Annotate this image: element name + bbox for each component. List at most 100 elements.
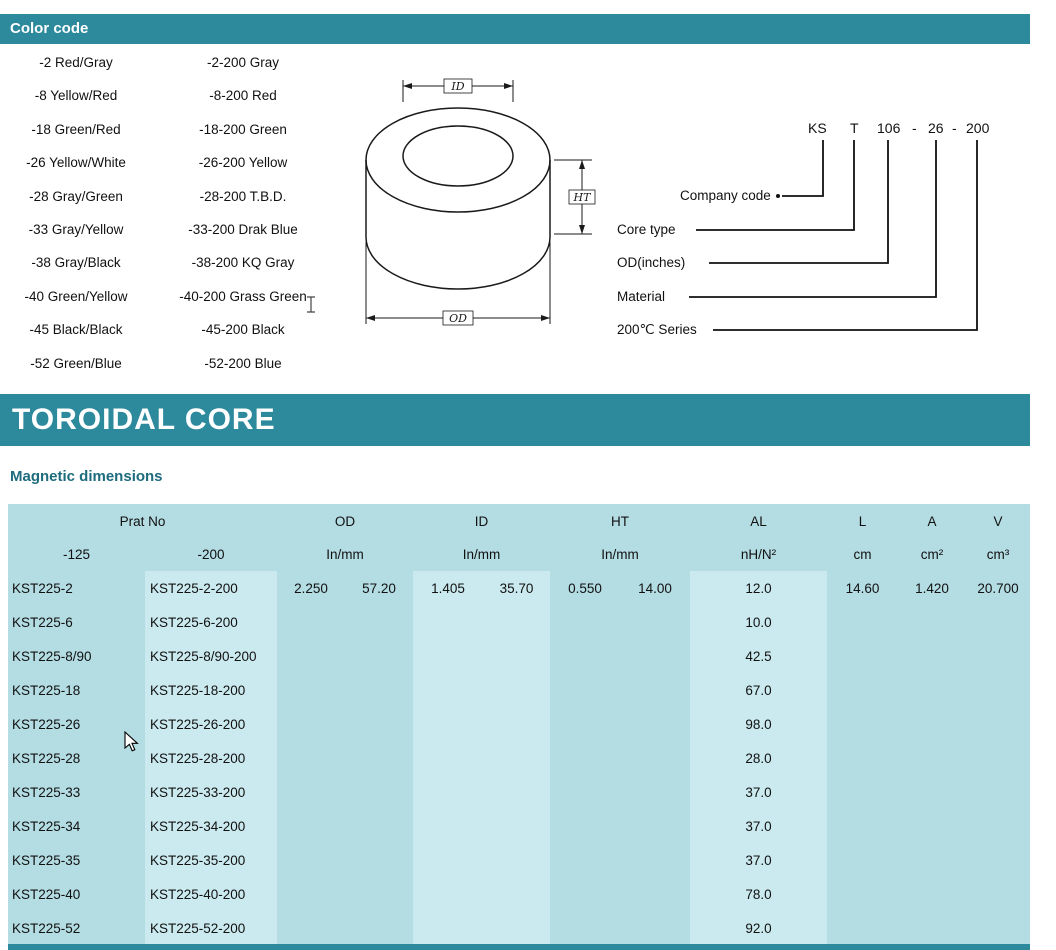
color-code-item: -2 Red/Gray — [39, 55, 113, 70]
cell-a — [898, 843, 966, 877]
cell-ht_in — [550, 639, 620, 673]
cell-l — [827, 877, 898, 911]
table-row: KST225-35 KST225-35-200 37.0 — [8, 843, 1030, 877]
cell-ht_mm — [620, 775, 690, 809]
col-header-ht: HT — [550, 504, 690, 538]
cell-p125: KST225-40 — [8, 877, 145, 911]
mouse-cursor — [124, 731, 139, 752]
cell-a — [898, 775, 966, 809]
cell-id_in — [413, 775, 483, 809]
cell-al: 78.0 — [690, 877, 827, 911]
cell-od_mm — [345, 605, 413, 639]
cell-od_in: 2.250 — [277, 571, 345, 605]
cell-p125: KST225-2 — [8, 571, 145, 605]
cell-ht_in — [550, 673, 620, 707]
table-row: KST225-33 KST225-33-200 37.0 — [8, 775, 1030, 809]
cell-od_mm — [345, 639, 413, 673]
code-series: 200 — [966, 120, 990, 136]
cell-od_mm — [345, 741, 413, 775]
header-row-1: Prat No OD ID HT AL L A V — [8, 504, 1030, 538]
cell-v — [966, 707, 1030, 741]
col-header-125: -125 — [8, 538, 145, 571]
col-unit-v: cm³ — [966, 538, 1030, 571]
cell-id_in — [413, 639, 483, 673]
color-code-title: Color code — [10, 20, 89, 37]
cell-id_mm — [483, 707, 550, 741]
cell-ht_in — [550, 707, 620, 741]
cell-p125: KST225-8/90 — [8, 639, 145, 673]
cell-od_in — [277, 741, 345, 775]
cell-l — [827, 707, 898, 741]
callout-dot — [776, 194, 780, 198]
cell-id_in — [413, 911, 483, 945]
cell-od_mm — [345, 707, 413, 741]
cell-id_in — [413, 877, 483, 911]
color-code-item: -8-200 Red — [209, 88, 277, 104]
cell-p125: KST225-35 — [8, 843, 145, 877]
cell-ht_mm — [620, 809, 690, 843]
cell-al: 37.0 — [690, 809, 827, 843]
cell-id_mm — [483, 775, 550, 809]
cell-a — [898, 741, 966, 775]
cell-ht_mm — [620, 843, 690, 877]
table-body: KST225-2 KST225-2-200 2.250 57.20 1.405 35.70… — [8, 571, 1030, 945]
cell-p125: KST225-52 — [8, 911, 145, 945]
cell-id_in — [413, 605, 483, 639]
cell-a — [898, 673, 966, 707]
cell-a — [898, 809, 966, 843]
col-unit-l: cm — [827, 538, 898, 571]
col-unit-ht: In/mm — [550, 538, 690, 571]
cell-p125: KST225-26 — [8, 707, 145, 741]
cell-ht_in — [550, 843, 620, 877]
cell-id_in — [413, 741, 483, 775]
cell-v — [966, 775, 1030, 809]
cell-ht_mm — [620, 707, 690, 741]
cell-v — [966, 809, 1030, 843]
color-code-item: -40 Green/Yellow — [24, 288, 128, 304]
cell-p200: KST225-18-200 — [145, 673, 277, 707]
cell-al: 98.0 — [690, 707, 827, 741]
cell-ht_in — [550, 911, 620, 945]
cell-od_in — [277, 843, 345, 877]
cell-a — [898, 605, 966, 639]
banner-title: TOROIDAL CORE — [12, 403, 276, 436]
text-cursor — [307, 296, 315, 313]
col-header-od: OD — [277, 504, 413, 538]
cell-a — [898, 639, 966, 673]
color-code-list-125: -2 Red/Gray -8 Yellow/Red -18 Green/Red -26… — [0, 46, 152, 380]
cell-v — [966, 911, 1030, 945]
next-section-bar — [8, 944, 1030, 950]
code-dash-2: - — [952, 120, 957, 136]
cell-od_in — [277, 911, 345, 945]
col-unit-od: In/mm — [277, 538, 413, 571]
cell-p125: KST225-33 — [8, 775, 145, 809]
cell-od_in — [277, 809, 345, 843]
cell-id_mm — [483, 809, 550, 843]
cell-l: 14.60 — [827, 571, 898, 605]
col-header-part-no: Prat No — [8, 504, 277, 538]
part-number-legend: KS T 106 - 26 - 200 Company code Core ty… — [617, 120, 990, 337]
cell-ht_mm — [620, 673, 690, 707]
color-code-item: -8 Yellow/Red — [34, 88, 118, 104]
cell-id_mm — [483, 741, 550, 775]
cell-ht_mm — [620, 741, 690, 775]
cell-p200: KST225-34-200 — [145, 809, 277, 843]
ht-dimension-label: HT — [573, 191, 593, 204]
color-code-item: -18-200 Green — [199, 121, 287, 137]
cell-id_mm: 35.70 — [483, 571, 550, 605]
cell-id_mm — [483, 877, 550, 911]
cell-ht_in — [550, 809, 620, 843]
cell-v — [966, 673, 1030, 707]
col-unit-a: cm² — [898, 538, 966, 571]
table-row: KST225-52 KST225-52-200 92.0 — [8, 911, 1030, 945]
color-code-item: -38-200 KQ Gray — [191, 255, 295, 271]
cell-l — [827, 673, 898, 707]
cell-al: 92.0 — [690, 911, 827, 945]
code-dash-1: - — [912, 120, 917, 136]
cell-p200: KST225-40-200 — [145, 877, 277, 911]
cell-p200: KST225-2-200 — [145, 571, 277, 605]
color-code-item: -28 Gray/Green — [29, 188, 123, 204]
magnetic-dimensions-table: Prat No OD ID HT AL L A V -125 -200 In/m… — [8, 504, 1030, 945]
cell-id_mm — [483, 843, 550, 877]
cell-v — [966, 639, 1030, 673]
